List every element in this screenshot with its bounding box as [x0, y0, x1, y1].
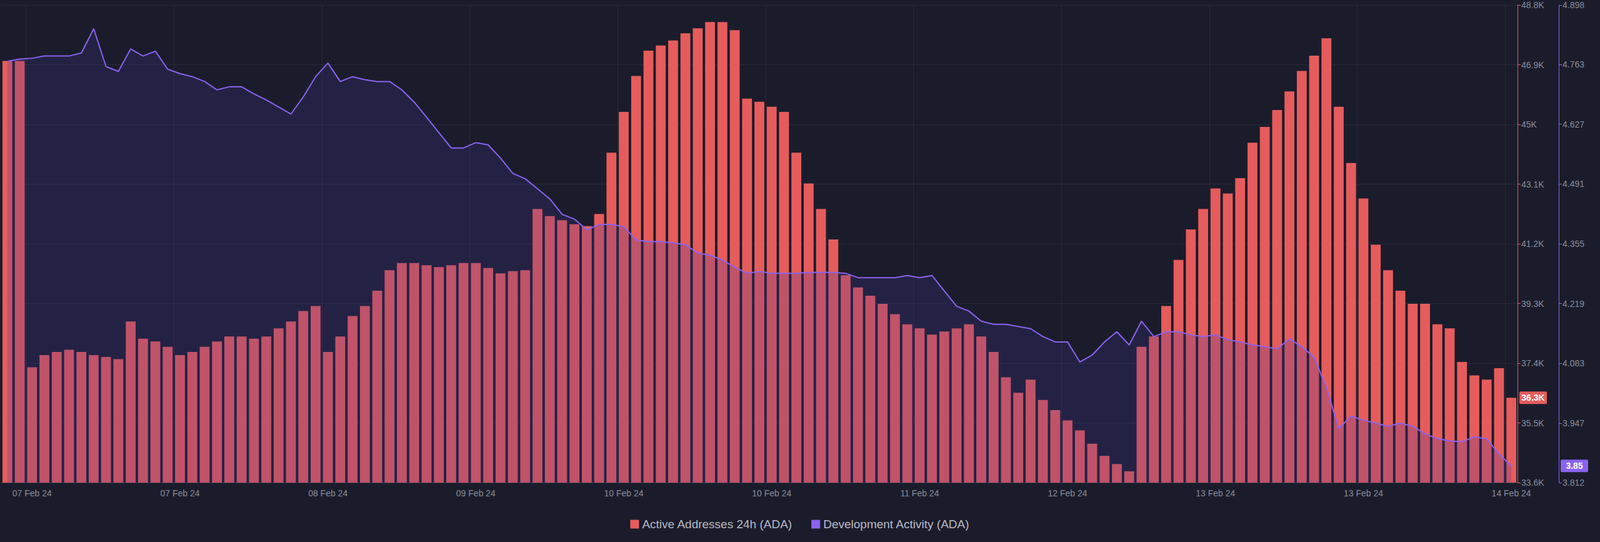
svg-text:13 Feb 24: 13 Feb 24	[1195, 488, 1235, 499]
svg-text:13 Feb 24: 13 Feb 24	[1343, 488, 1384, 499]
svg-text:3.947: 3.947	[1562, 418, 1585, 429]
svg-text:46.9K: 46.9K	[1521, 60, 1545, 70]
svg-text:10 Feb 24: 10 Feb 24	[751, 488, 792, 499]
svg-text:4.491: 4.491	[1562, 178, 1585, 189]
svg-text:12 Feb 24: 12 Feb 24	[1048, 488, 1088, 499]
svg-text:4.898: 4.898	[1562, 0, 1585, 10]
svg-text:4.763: 4.763	[1562, 59, 1585, 70]
svg-text:11 Feb 24: 11 Feb 24	[900, 488, 939, 499]
svg-text:41.2K: 41.2K	[1521, 238, 1545, 249]
svg-text:4.219: 4.219	[1562, 298, 1585, 309]
svg-text:48.8K: 48.8K	[1521, 0, 1545, 10]
svg-text:35.5K: 35.5K	[1521, 418, 1545, 429]
svg-text:3.85: 3.85	[1565, 460, 1583, 471]
svg-text:37.4K: 37.4K	[1521, 358, 1545, 369]
svg-text:4.627: 4.627	[1562, 119, 1585, 130]
svg-text:43.1K: 43.1K	[1521, 179, 1545, 190]
svg-text:3.812: 3.812	[1562, 477, 1585, 488]
svg-text:33.6K: 33.6K	[1521, 477, 1545, 488]
svg-text:07 Feb 24: 07 Feb 24	[160, 488, 200, 499]
svg-text:39.3K: 39.3K	[1521, 298, 1545, 309]
svg-text:10 Feb 24: 10 Feb 24	[604, 488, 644, 499]
svg-text:14 Feb 24: 14 Feb 24	[1491, 488, 1532, 499]
svg-text:Active Addresses 24h (ADA): Active Addresses 24h (ADA)	[641, 517, 792, 531]
svg-text:4.083: 4.083	[1562, 358, 1585, 369]
svg-text:45K: 45K	[1521, 119, 1538, 130]
svg-text:4.355: 4.355	[1562, 238, 1585, 249]
svg-text:36.3K: 36.3K	[1521, 392, 1545, 403]
svg-text:08 Feb 24: 08 Feb 24	[308, 488, 348, 499]
svg-text:07 Feb 24: 07 Feb 24	[12, 488, 52, 499]
svg-text:Development Activity (ADA): Development Activity (ADA)	[823, 517, 969, 531]
svg-text:09 Feb 24: 09 Feb 24	[456, 488, 496, 499]
